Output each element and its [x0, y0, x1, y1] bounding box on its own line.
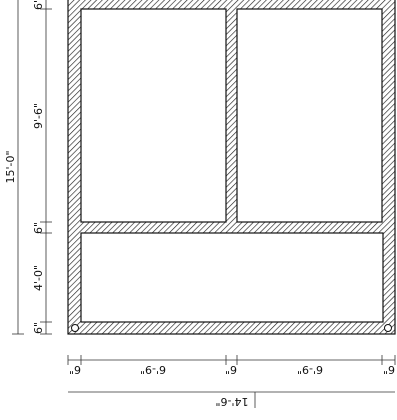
- h-dim-left-panel: 6'-9": [140, 363, 166, 376]
- lower-panel: [80, 232, 384, 323]
- v-dim-overall: 15'-0": [4, 150, 17, 183]
- h-dim-left: 6": [69, 363, 81, 376]
- upper-left-panel: [80, 8, 227, 223]
- vertical-dimension-labels: 6" 9'-6" 6" 4'-0" 6" 15'-0": [4, 0, 45, 334]
- frame: [67, 0, 396, 335]
- h-dim-overall: 14'-6": [215, 395, 248, 408]
- horizontal-dimension-lines: [67, 355, 396, 408]
- h-dim-right: 6": [383, 363, 395, 376]
- corner-bolt-right: [384, 324, 392, 332]
- v-dim-upper: 9'-6": [32, 103, 45, 129]
- horizontal-dimension-labels: 6" 6'-9" 6" 6'-9" 6" 14'-6": [69, 363, 395, 408]
- v-dim-bottom: 6": [32, 322, 45, 334]
- v-dim-lower: 4'-0": [32, 265, 45, 291]
- h-dim-right-panel: 6'-9": [297, 363, 323, 376]
- h-dim-center: 6": [225, 363, 237, 376]
- vertical-dimension-lines: [12, 0, 52, 335]
- corner-bolt-left: [71, 324, 79, 332]
- upper-right-panel: [236, 8, 383, 223]
- v-dim-top: 6": [32, 0, 45, 10]
- v-dim-mid: 6": [32, 222, 45, 234]
